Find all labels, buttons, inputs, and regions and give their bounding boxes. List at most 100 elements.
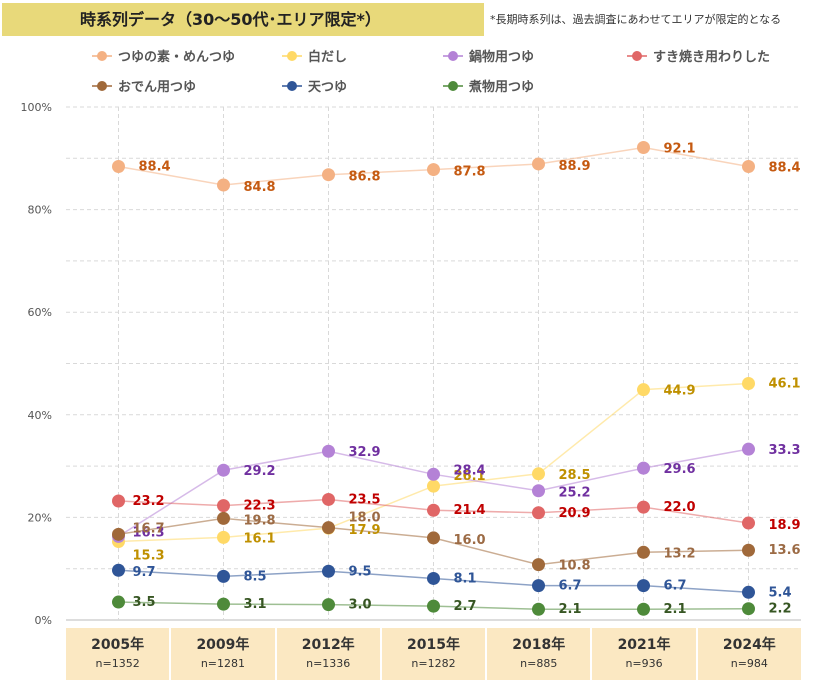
data-point	[112, 160, 125, 174]
data-point	[427, 531, 440, 545]
data-label: 84.8	[244, 180, 276, 195]
legend-item: 天つゆ	[282, 80, 347, 95]
data-label: 2.1	[559, 602, 582, 617]
data-point	[112, 563, 125, 577]
series-lines	[112, 141, 755, 616]
data-point	[637, 383, 650, 397]
data-point	[217, 530, 230, 544]
data-label: 44.9	[664, 384, 696, 399]
data-label: 28.5	[559, 468, 591, 483]
x-axis: 2005年 n=1352 2009年 n=1281 2012年 n=1336 2015年 n=…	[66, 628, 801, 680]
data-label: 3.0	[349, 598, 372, 613]
data-point	[112, 595, 125, 609]
data-label: 5.4	[769, 585, 792, 600]
data-point	[742, 160, 755, 174]
data-label: 15.3	[133, 549, 165, 564]
data-label: 9.7	[133, 565, 156, 580]
data-label: 86.8	[349, 170, 381, 185]
legend-marker	[448, 81, 458, 91]
legend-label: 鍋物用つゆ	[469, 49, 534, 65]
data-label: 6.7	[559, 579, 582, 594]
data-label: 16.7	[133, 521, 165, 536]
data-label: 88.4	[769, 161, 801, 176]
chart-title-bar: 時系列データ（30～50代･エリア限定*）	[2, 3, 484, 36]
data-point	[532, 467, 545, 481]
data-label: 21.4	[454, 503, 486, 518]
data-point	[742, 377, 755, 391]
y-axis: 0% 20% 40% 60% 80% 100%	[21, 101, 52, 627]
data-label: 3.5	[133, 595, 156, 610]
data-point	[217, 463, 230, 477]
data-label: 25.2	[559, 486, 591, 501]
x-axis-category: 2015年 n=1282	[381, 628, 486, 680]
grid	[66, 106, 801, 621]
data-label: 23.2	[133, 494, 165, 509]
y-tick-label: 40%	[28, 409, 52, 422]
y-tick-label: 100%	[21, 101, 52, 114]
series	[112, 595, 755, 616]
series	[112, 492, 755, 530]
series	[112, 563, 755, 599]
data-point	[217, 178, 230, 192]
data-point	[532, 506, 545, 520]
data-point	[427, 479, 440, 493]
data-label: 20.9	[559, 506, 591, 521]
data-point	[322, 521, 335, 535]
legend-marker	[97, 81, 107, 91]
data-point	[637, 602, 650, 616]
y-tick-label: 20%	[28, 511, 52, 524]
chart-title: 時系列データ（30～50代･エリア限定*）	[80, 10, 381, 29]
data-label: 26.1	[454, 469, 486, 484]
x-tick-label: 2018年	[512, 637, 566, 653]
data-label: 10.8	[559, 559, 591, 574]
legend-label: おでん用つゆ	[118, 80, 196, 95]
x-sample-size: n=1352	[95, 657, 140, 670]
data-point	[532, 484, 545, 498]
x-axis-category: 2018年 n=885	[487, 628, 591, 680]
x-axis-category: 2012年 n=1336	[276, 628, 380, 680]
data-point	[742, 442, 755, 456]
x-tick-label: 2005年	[91, 637, 145, 653]
data-label: 29.2	[244, 464, 276, 479]
data-label: 28.4	[454, 463, 486, 478]
data-label: 2.1	[664, 602, 687, 617]
data-label: 88.9	[559, 159, 591, 174]
data-label: 8.1	[454, 571, 477, 586]
x-sample-size: n=1281	[200, 657, 246, 670]
legend-marker	[632, 51, 642, 61]
data-label: 29.6	[664, 462, 696, 477]
data-label: 19.8	[244, 513, 276, 528]
data-point	[742, 585, 755, 599]
legend-item: 鍋物用つゆ	[443, 49, 534, 65]
legend-marker	[448, 51, 458, 61]
data-point	[742, 516, 755, 530]
data-label: 32.9	[349, 445, 381, 460]
data-point	[322, 492, 335, 506]
data-label: 18.9	[769, 518, 801, 533]
data-point	[637, 461, 650, 475]
data-label: 16.1	[244, 531, 276, 546]
data-point	[637, 579, 650, 593]
data-point	[427, 571, 440, 585]
data-point	[637, 141, 650, 155]
data-point	[217, 511, 230, 525]
legend-marker	[287, 81, 297, 91]
data-point	[322, 444, 335, 458]
data-label: 88.4	[139, 160, 171, 175]
data-label: 2.7	[454, 599, 477, 614]
x-sample-size: n=885	[520, 657, 558, 670]
data-label: 2.2	[769, 602, 792, 617]
data-point	[637, 545, 650, 559]
chart-note: *長期時系列は、過去調査にあわせてエリアが限定的となる	[490, 13, 782, 26]
x-sample-size: n=1282	[411, 657, 456, 670]
legend-label: 白だし	[308, 49, 347, 65]
x-sample-size: n=936	[625, 657, 663, 670]
y-tick-label: 0%	[35, 614, 52, 627]
data-point	[217, 597, 230, 611]
data-label: 22.3	[244, 499, 276, 514]
legend-item: つゆの素・めんつゆ	[92, 49, 235, 65]
data-point	[322, 168, 335, 182]
x-sample-size: n=1336	[306, 657, 351, 670]
legend-item: おでん用つゆ	[92, 80, 196, 95]
